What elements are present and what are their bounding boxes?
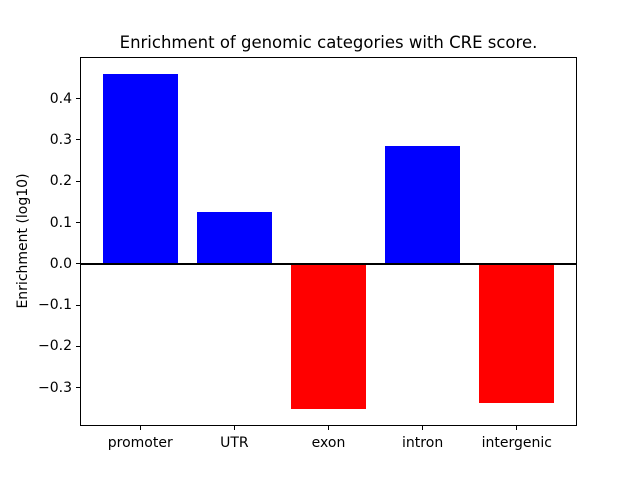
y-tick-label-0.2: 0.2 bbox=[49, 173, 72, 190]
y-tick-label-−0.2: −0.2 bbox=[38, 338, 72, 355]
zero-axhline bbox=[80, 262, 577, 266]
y-tick-mark-−0.2 bbox=[76, 345, 80, 347]
x-tick-mark-exon bbox=[328, 426, 329, 430]
y-tick-mark-0.4 bbox=[76, 98, 80, 100]
y-tick-mark-−0.3 bbox=[76, 387, 80, 389]
x-tick-label-UTR: UTR bbox=[220, 435, 249, 451]
x-tick-label-intron: intron bbox=[402, 435, 444, 451]
y-tick-label-0.0: 0.0 bbox=[49, 255, 72, 272]
y-tick-label-0.3: 0.3 bbox=[49, 131, 72, 148]
y-tick-mark-0.2 bbox=[76, 180, 80, 182]
x-tick-mark-UTR bbox=[233, 426, 235, 430]
y-tick-label-−0.1: −0.1 bbox=[38, 297, 72, 314]
bar-UTR bbox=[196, 211, 273, 264]
y-tick-mark-0.0 bbox=[76, 263, 80, 265]
chart-title: Enrichment of genomic categories with CR… bbox=[119, 33, 538, 52]
y-tick-label-0.4: 0.4 bbox=[49, 90, 72, 107]
x-tick-mark-intergenic bbox=[516, 426, 518, 430]
y-tick-label-−0.3: −0.3 bbox=[38, 379, 72, 396]
x-tick-label-exon: exon bbox=[311, 435, 346, 451]
x-tick-label-intergenic: intergenic bbox=[481, 435, 552, 451]
y-tick-label-0.1: 0.1 bbox=[49, 214, 72, 231]
bar-intron bbox=[384, 145, 461, 264]
y-axis-label-text: Enrichment (log10) bbox=[15, 173, 31, 309]
bar-exon bbox=[290, 263, 367, 410]
bar-intergenic bbox=[479, 263, 555, 404]
y-tick-mark-0.3 bbox=[76, 139, 80, 141]
bar-promoter bbox=[102, 73, 178, 264]
y-tick-mark-−0.1 bbox=[76, 304, 80, 306]
x-tick-label-promoter: promoter bbox=[107, 435, 173, 451]
x-tick-mark-intron bbox=[422, 426, 424, 430]
y-tick-mark-0.1 bbox=[76, 222, 80, 223]
x-tick-mark-promoter bbox=[139, 426, 141, 430]
